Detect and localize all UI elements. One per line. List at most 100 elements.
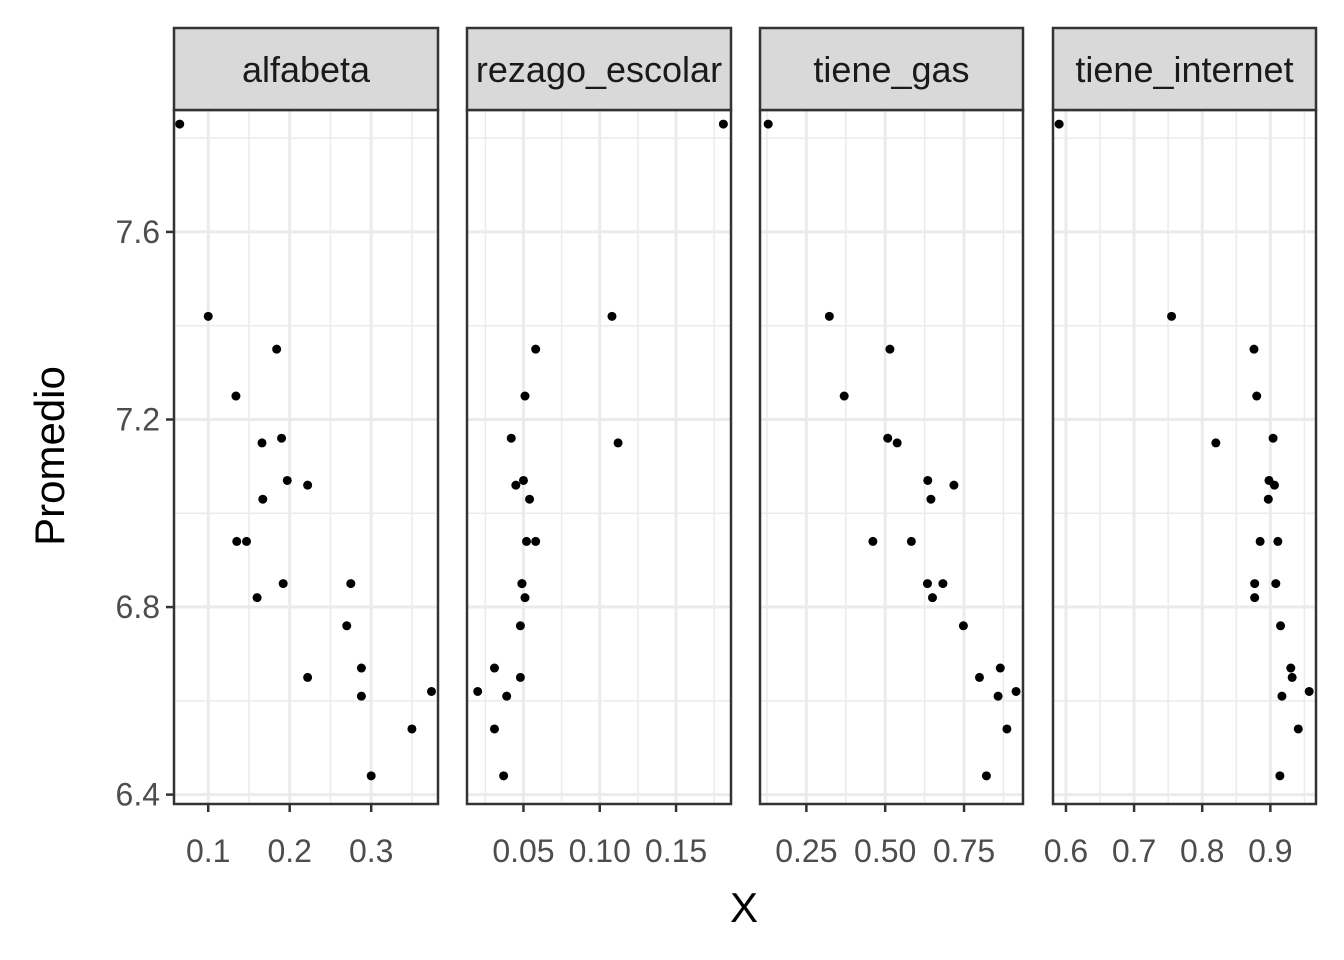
data-point: [1249, 344, 1259, 354]
data-point: [1277, 691, 1287, 701]
data-point: [258, 494, 268, 504]
x-tick-label: 0.10: [569, 833, 631, 869]
data-point: [511, 480, 521, 490]
panel-tiene-gas: tiene_gas 0.25 0.50 0.75: [758, 26, 1025, 869]
y-axis: 6.4 6.8 7.2 7.6: [116, 214, 174, 813]
x-axis-2: 0.25 0.50 0.75: [775, 804, 995, 869]
data-point: [995, 663, 1005, 673]
data-point: [502, 691, 512, 701]
data-point: [974, 672, 984, 682]
data-point: [1263, 494, 1273, 504]
data-point: [613, 438, 623, 448]
data-point: [927, 593, 937, 603]
x-tick-label: 0.1: [186, 833, 230, 869]
data-point: [489, 724, 499, 734]
data-point: [356, 663, 366, 673]
panel-background: [760, 110, 1023, 804]
panel-grid: [174, 110, 438, 804]
data-point: [1276, 621, 1286, 631]
data-point: [175, 119, 185, 129]
data-point: [303, 480, 313, 490]
data-point: [342, 621, 352, 631]
data-point: [1271, 579, 1281, 589]
strip-background: [758, 26, 1025, 112]
data-point: [1268, 433, 1278, 443]
data-point: [1250, 579, 1260, 589]
data-point: [525, 494, 535, 504]
panel-points: [473, 119, 728, 781]
data-point: [515, 672, 525, 682]
data-point: [499, 771, 509, 781]
facet-strip: rezago_escolar: [465, 26, 733, 112]
data-point: [278, 579, 288, 589]
data-point: [407, 724, 417, 734]
panel-points: [1054, 119, 1314, 781]
data-point: [839, 391, 849, 401]
y-tick-label: 7.2: [116, 401, 160, 437]
data-point: [515, 621, 525, 631]
data-point: [1211, 438, 1221, 448]
data-point: [520, 593, 530, 603]
data-point: [868, 536, 878, 546]
data-point: [356, 691, 366, 701]
data-point: [885, 344, 895, 354]
data-point: [1293, 724, 1303, 734]
x-tick-label: 0.2: [267, 833, 311, 869]
panel-grid: [467, 110, 731, 804]
data-point: [531, 344, 541, 354]
facet-strip: tiene_internet: [1051, 26, 1318, 112]
x-tick-label: 0.05: [492, 833, 554, 869]
data-point: [1011, 686, 1021, 696]
data-point: [923, 475, 933, 485]
data-point: [232, 536, 242, 546]
data-point: [366, 771, 376, 781]
data-point: [1275, 771, 1285, 781]
x-axis-0: 0.1 0.2 0.3: [186, 804, 393, 869]
data-point: [242, 536, 252, 546]
data-point: [489, 663, 499, 673]
panel-background: [1053, 110, 1316, 804]
strip-background: [172, 26, 440, 112]
data-point: [277, 433, 287, 443]
data-point: [506, 433, 516, 443]
data-point: [1002, 724, 1012, 734]
data-point: [922, 579, 932, 589]
facet-title: rezago_escolar: [476, 49, 722, 90]
data-point: [1167, 311, 1177, 321]
data-point: [763, 119, 773, 129]
data-point: [883, 433, 893, 443]
data-point: [824, 311, 834, 321]
facet-strip: tiene_gas: [758, 26, 1025, 112]
x-tick-label: 0.15: [645, 833, 707, 869]
y-axis-title: Promedio: [26, 366, 73, 546]
x-tick-label: 0.3: [349, 833, 393, 869]
y-tick-label: 6.8: [116, 589, 160, 625]
panel-alfabeta: alfabeta 0.1 0.2 0.3: [172, 26, 440, 869]
x-axis-3: 0.6 0.7 0.8 0.9: [1044, 804, 1293, 869]
x-tick-label: 0.6: [1044, 833, 1088, 869]
x-axis-1: 0.05 0.10 0.15: [492, 804, 707, 869]
panel-background: [174, 110, 438, 804]
x-tick-label: 0.9: [1248, 833, 1292, 869]
facet-title: tiene_internet: [1075, 49, 1293, 90]
data-point: [257, 438, 267, 448]
facet-title: tiene_gas: [813, 49, 969, 90]
x-tick-label: 0.75: [933, 833, 995, 869]
data-point: [1286, 663, 1296, 673]
y-tick-label: 7.6: [116, 214, 160, 250]
data-point: [303, 672, 313, 682]
data-point: [252, 593, 262, 603]
data-point: [272, 344, 282, 354]
x-tick-label: 0.7: [1112, 833, 1156, 869]
data-point: [607, 311, 617, 321]
x-axis-title: X: [730, 884, 758, 931]
data-point: [426, 686, 436, 696]
panel-rezago-escolar: rezago_escolar 0.05 0.10 0.15: [465, 26, 733, 869]
data-point: [938, 579, 948, 589]
data-point: [1252, 391, 1262, 401]
data-point: [520, 391, 530, 401]
data-point: [231, 391, 241, 401]
facet-title: alfabeta: [242, 49, 371, 90]
data-point: [1255, 536, 1265, 546]
